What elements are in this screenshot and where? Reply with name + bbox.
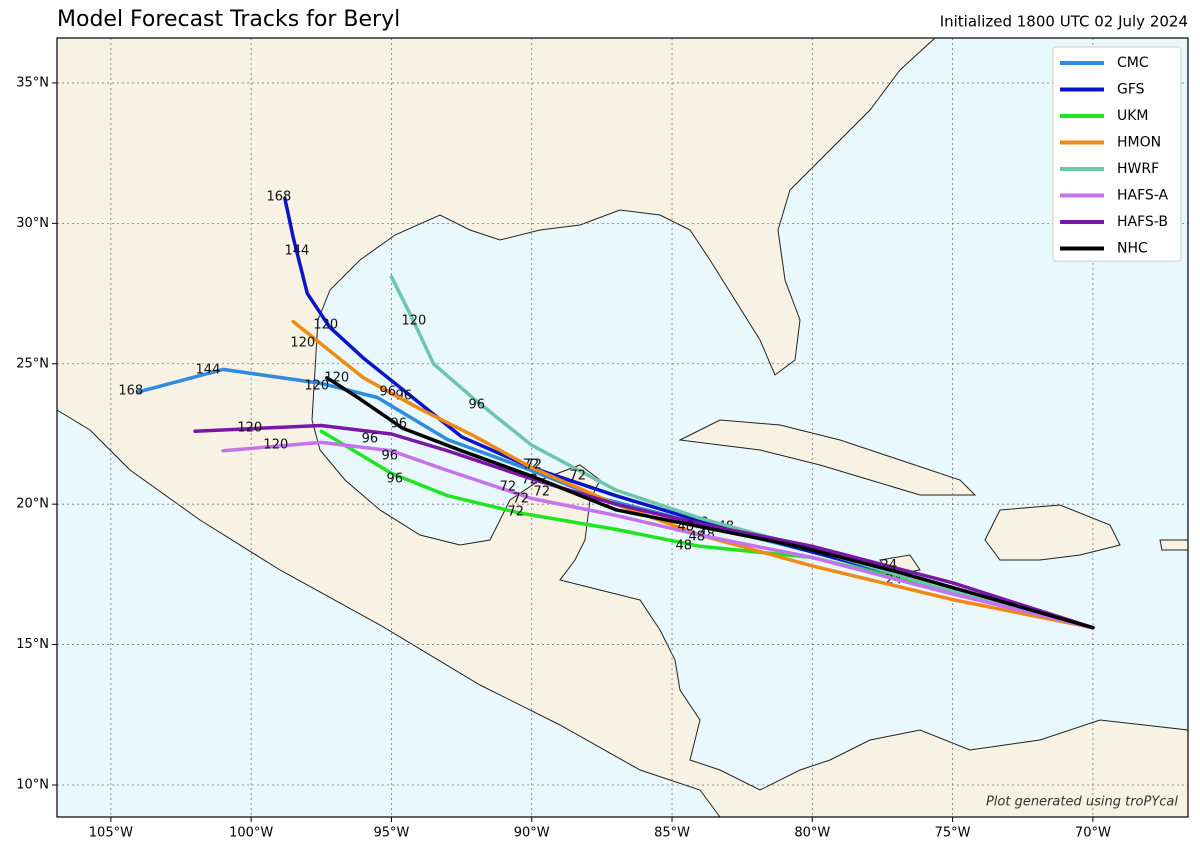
hour-label: 120 — [324, 371, 349, 386]
hour-label: 168 — [267, 189, 292, 204]
x-tick-label: 70°W — [1075, 826, 1111, 841]
hour-label: 120 — [401, 314, 426, 329]
hour-label: 72 — [525, 457, 542, 472]
hour-label: 120 — [263, 437, 288, 452]
hour-label: 96 — [381, 448, 398, 463]
legend-label: HWRF — [1117, 161, 1159, 177]
subtitle: Initialized 1800 UTC 02 July 2024 — [940, 13, 1188, 31]
hour-label: 72 — [569, 469, 586, 484]
legend-label: UKM — [1117, 108, 1149, 124]
hour-label: 48 — [676, 539, 693, 554]
hour-label: 96 — [387, 471, 404, 486]
x-tick-label: 75°W — [935, 826, 971, 841]
x-tick-label: 95°W — [373, 826, 409, 841]
legend-label: HAFS-B — [1117, 214, 1168, 230]
hour-label: 72 — [507, 505, 524, 520]
x-tick-label: 90°W — [514, 826, 550, 841]
y-tick-label: 20°N — [16, 497, 49, 512]
y-tick-label: 25°N — [16, 356, 49, 371]
x-tick-label: 105°W — [89, 826, 133, 841]
cuba — [678, 419, 977, 496]
track-line — [283, 196, 1095, 630]
hour-label: 72 — [513, 491, 530, 506]
hispaniola — [984, 504, 1121, 561]
hour-label: 144 — [284, 243, 309, 258]
frame — [56, 37, 1189, 818]
hour-label: 120 — [304, 378, 329, 393]
legend-label: HMON — [1117, 135, 1161, 151]
hour-label: 120 — [290, 335, 315, 350]
legend-label: NHC — [1117, 241, 1148, 257]
hour-label: 96 — [390, 416, 407, 431]
hour-label: 72 — [500, 480, 517, 495]
legend: CMC GFS UKM HMON HWRF HAFS-A HAFS-B NHC — [1052, 46, 1182, 262]
hour-label: 72 — [534, 485, 551, 500]
track-line — [291, 319, 1095, 630]
hour-label: 96 — [468, 398, 485, 413]
title: Model Forecast Tracks for Beryl — [57, 7, 400, 32]
y-tick-label: 35°N — [16, 75, 49, 90]
hour-label: 120 — [313, 318, 338, 333]
hour-label: 168 — [118, 383, 143, 398]
hour-label: 48 — [677, 519, 694, 534]
credit: Plot generated using troPYcal — [986, 795, 1178, 810]
x-tick-label: 100°W — [229, 826, 273, 841]
legend-label: HAFS-A — [1117, 188, 1169, 204]
y-tick-label: 30°N — [16, 216, 49, 231]
track-line — [325, 376, 1095, 630]
legend-label: GFS — [1117, 82, 1145, 98]
hour-label: 96 — [380, 384, 397, 399]
track-line — [221, 440, 1095, 630]
x-tick-label: 85°W — [654, 826, 690, 841]
puerto-rico — [1159, 539, 1189, 551]
x-tick-label: 80°W — [794, 826, 830, 841]
hour-label: 120 — [237, 421, 262, 436]
tracks: 4872120144168487296120144168244872964872… — [118, 189, 1095, 630]
hour-label: 96 — [396, 389, 413, 404]
legend-label: CMC — [1117, 55, 1149, 71]
track-line — [389, 274, 1095, 630]
legend-box — [1052, 46, 1182, 262]
hour-label: 144 — [196, 362, 221, 377]
hour-label: 48 — [688, 530, 705, 545]
y-tick-label: 15°N — [16, 637, 49, 652]
y-tick-label: 10°N — [16, 777, 49, 792]
hour-label: 96 — [362, 432, 379, 447]
